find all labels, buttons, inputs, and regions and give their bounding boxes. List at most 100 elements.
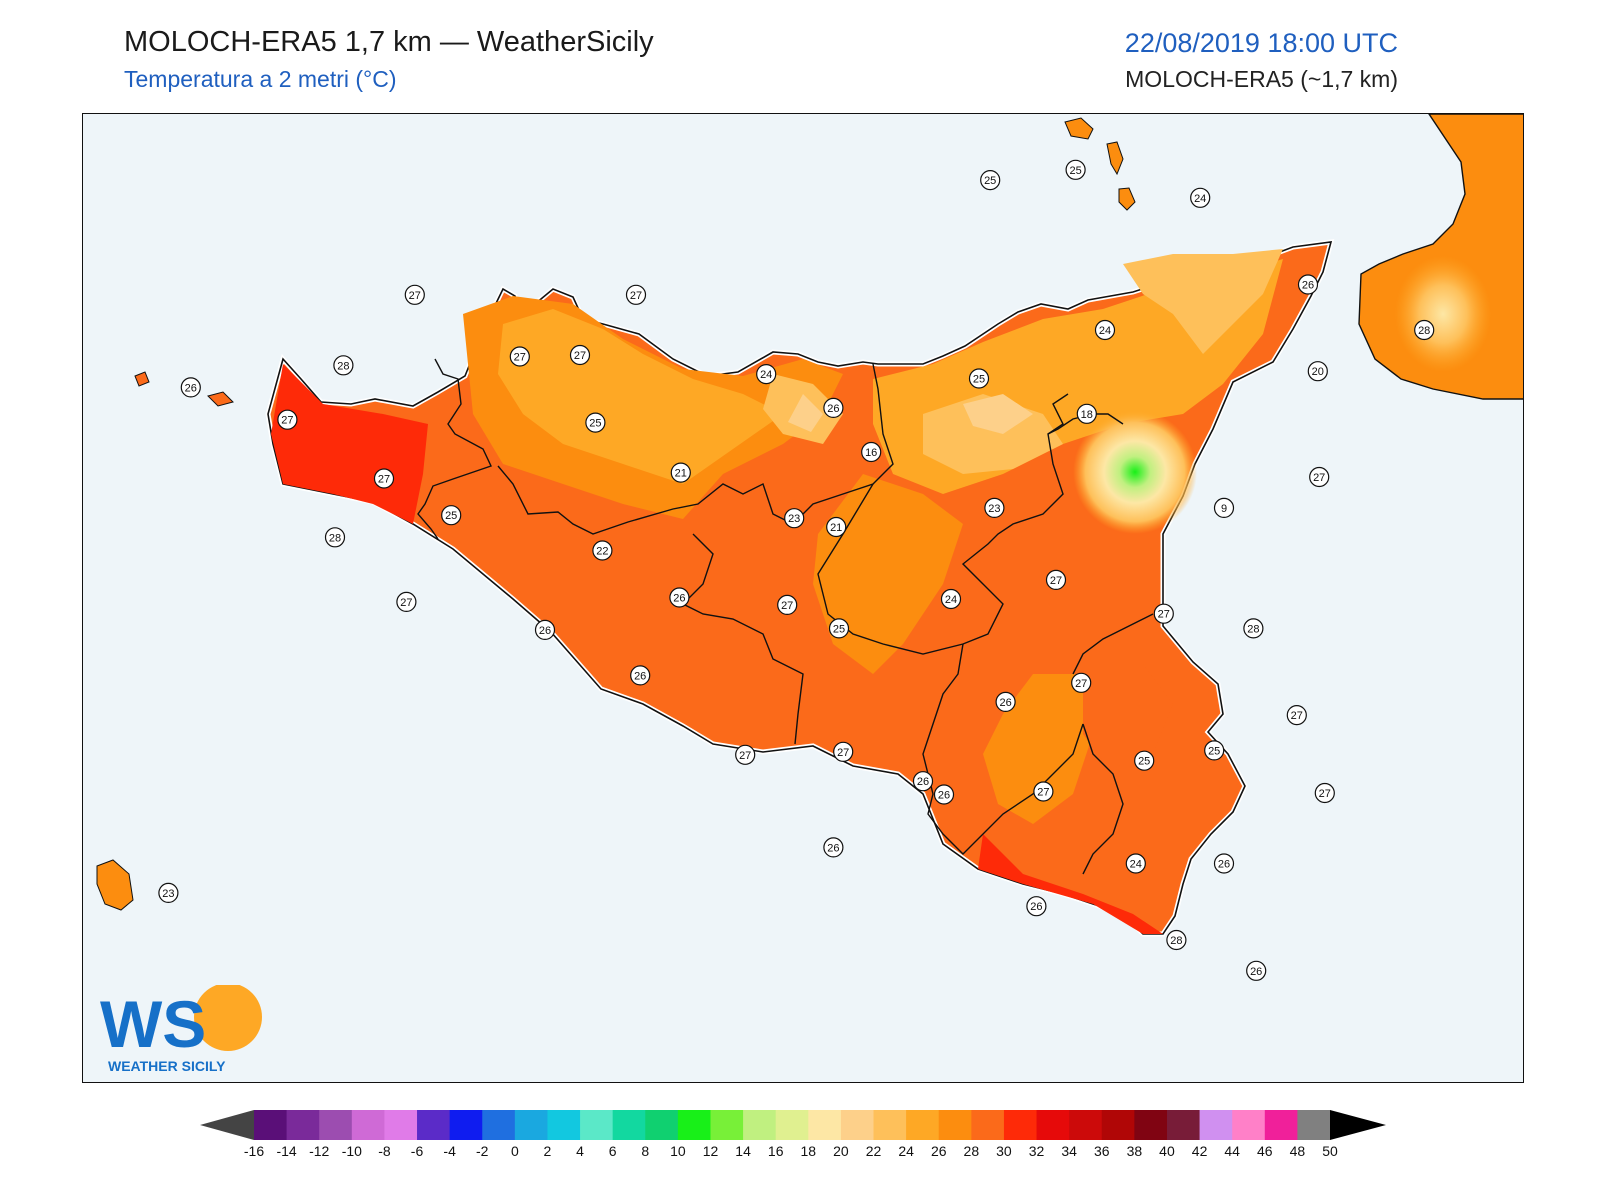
station-value: 27 (574, 350, 586, 362)
map-title: MOLOCH-ERA5 1,7 km — WeatherSicily (124, 26, 654, 58)
colorbar-swatch (1232, 1110, 1266, 1140)
station-value: 27 (630, 290, 642, 302)
station-circle (995, 691, 1016, 713)
station-marker: 24 (940, 588, 962, 610)
station-value: 24 (1194, 193, 1206, 205)
station-marker: 26 (1213, 853, 1235, 874)
station-marker: 20 (1307, 361, 1328, 382)
station-marker: 26 (823, 837, 844, 858)
station-circle (396, 591, 417, 612)
station-marker: 26 (630, 665, 651, 686)
station-value: 23 (788, 513, 800, 525)
station-circle (833, 741, 854, 762)
station-value: 24 (1130, 859, 1142, 871)
station-circle (823, 837, 844, 858)
station-circle (1190, 187, 1211, 208)
station-marker: 24 (1190, 187, 1211, 208)
station-marker: 27 (777, 594, 798, 615)
station-circle (1166, 929, 1187, 951)
station-marker: 27 (1314, 782, 1335, 804)
station-circle (333, 355, 354, 376)
colorbar-tick-label: 28 (964, 1143, 980, 1158)
station-value: 25 (445, 510, 457, 522)
station-value: 28 (337, 360, 349, 372)
colorbar-tick-label: 14 (735, 1143, 751, 1158)
station-value: 27 (514, 352, 526, 364)
colorbar-tick-label: 48 (1290, 1143, 1306, 1158)
station-circle (1307, 361, 1328, 382)
colorbar-tick-label: 10 (670, 1143, 686, 1158)
station-circle (1076, 403, 1097, 424)
colorbar-swatch (1166, 1110, 1201, 1140)
station-value: 26 (999, 697, 1011, 709)
station-value: 27 (1313, 472, 1325, 484)
station-marker: 28 (1243, 618, 1264, 639)
station-value: 24 (945, 594, 957, 606)
station-circle (1204, 740, 1225, 761)
station-circle (534, 619, 556, 641)
colorbar-swatch (743, 1110, 777, 1140)
station-value: 26 (827, 842, 839, 854)
station-circle (1071, 672, 1092, 693)
colorbar-tick-label: 50 (1322, 1143, 1338, 1158)
station-value: 27 (1291, 710, 1303, 722)
station-value: 26 (917, 776, 929, 788)
station-marker: 27 (1153, 603, 1174, 624)
colorbar-tick-label: 22 (866, 1143, 882, 1158)
station-circle (569, 344, 591, 366)
station-circle (1065, 159, 1086, 180)
station-circle (625, 284, 647, 305)
temperature-map[interactable]: 25 25 24 26 28 24 20 25 18 27 9 23 27 24 27 28 27 26 27 25 2… (83, 114, 1524, 1083)
station-value: 23 (162, 888, 174, 900)
station-value: 28 (1418, 325, 1430, 337)
colorbar-tick-label: -8 (378, 1143, 391, 1158)
station-value: 26 (634, 670, 646, 682)
colorbar-swatch (971, 1110, 1005, 1140)
station-circle (158, 882, 179, 904)
valid-time: 22/08/2019 18:00 UTC (1124, 28, 1398, 58)
station-value: 25 (984, 175, 996, 187)
colorbar-tick-label: 26 (931, 1143, 947, 1158)
colorbar-swatch (351, 1110, 385, 1140)
temperature-fields (271, 249, 1283, 934)
station-marker: 26 (669, 587, 690, 608)
station-marker: 25 (828, 618, 850, 639)
station-value: 28 (329, 532, 341, 544)
station-circle (441, 505, 462, 526)
station-value: 25 (973, 374, 985, 386)
colorbar-swatch (906, 1110, 940, 1140)
station-circle (1134, 750, 1155, 771)
station-marker: 25 (441, 505, 462, 526)
colorbar-swatch (1297, 1110, 1331, 1140)
colorbar-tick-label: 46 (1257, 1143, 1273, 1158)
colorbar-swatch (1003, 1110, 1038, 1140)
station-value: 26 (673, 593, 685, 605)
station-circle (823, 397, 844, 418)
station-value: 27 (1050, 575, 1062, 587)
station-value: 18 (1081, 409, 1093, 421)
station-circle (630, 665, 651, 686)
station-marker: 21 (826, 516, 847, 538)
colorbar-tick-label: 16 (768, 1143, 784, 1158)
colorbar-low-arrow (200, 1110, 254, 1140)
colorbar-swatch (286, 1110, 320, 1140)
station-value: 27 (400, 597, 412, 609)
station-marker: 16 (861, 441, 882, 463)
temperature-colorbar: -16 -14 -12 -10 -8 -6 -4 -2 0 2 4 6 8 10 12 14 16 18 20 22 2… (200, 1110, 1386, 1158)
station-marker: 27 (1309, 466, 1330, 488)
station-marker: 24 (1125, 853, 1146, 874)
station-circle (861, 441, 882, 463)
station-marker: 26 (534, 619, 556, 641)
colorbar-tick-label: 32 (1029, 1143, 1045, 1158)
station-circle (980, 169, 1001, 191)
station-markers: 25 25 24 26 28 24 20 25 18 27 9 23 27 24 27 28 27 26 27 25 2… (158, 159, 1435, 981)
model-info: MOLOCH-ERA5 (~1,7 km) (1125, 66, 1398, 92)
colorbar-swatch (254, 1110, 288, 1140)
colorbar-swatch (938, 1110, 972, 1140)
station-marker: 27 (1045, 569, 1067, 590)
station-value: 25 (589, 418, 601, 430)
map-frame[interactable]: 25 25 24 26 28 24 20 25 18 27 9 23 27 24 27 28 27 26 27 25 2… (82, 113, 1524, 1083)
colorbar-tick-label: -6 (411, 1143, 424, 1158)
station-circle (826, 516, 847, 538)
station-marker: 25 (585, 412, 606, 433)
